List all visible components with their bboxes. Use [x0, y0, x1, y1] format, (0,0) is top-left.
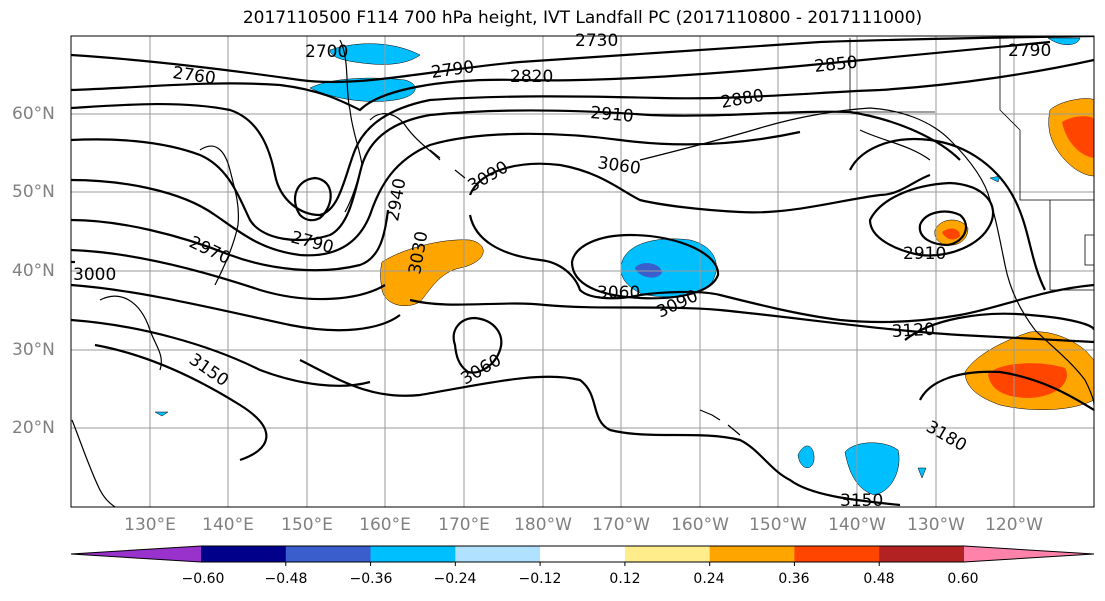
height-contours	[71, 36, 1094, 507]
political-borders	[849, 38, 1094, 291]
colorbar-segment	[370, 546, 456, 562]
lat-label: 50°N	[12, 182, 55, 202]
negative-anomaly-region	[1047, 37, 1081, 45]
contour-label: 2910	[903, 244, 946, 264]
colorbar-outline	[70, 545, 1095, 563]
negative-anomaly-region	[989, 175, 1001, 183]
negative-anomaly-region	[844, 442, 900, 496]
colorbar-segment	[879, 546, 965, 562]
contour-label: 2730	[575, 31, 618, 51]
colorbar-segment	[540, 546, 626, 562]
negative-anomaly-region	[154, 411, 169, 417]
colorbar-segment	[624, 546, 711, 562]
negative-anomaly-region	[635, 263, 662, 278]
lon-label: 130°E	[124, 515, 176, 535]
lon-label: 140°E	[202, 515, 254, 535]
colorbar-tick-label: −0.36	[349, 571, 393, 587]
negative-anomaly-region	[620, 238, 717, 297]
positive-anomaly-region	[942, 228, 960, 240]
lon-label: 150°E	[281, 515, 333, 535]
lon-label: 170°E	[438, 515, 490, 535]
lat-label: 40°N	[12, 261, 55, 281]
colorbar	[70, 545, 1095, 566]
contour-label: 2700	[305, 42, 348, 62]
colorbar-tick-label: 0.48	[863, 571, 895, 587]
colorbar-tick-label: 0.12	[609, 571, 641, 587]
contour-label: 3120	[891, 320, 935, 342]
colorbar-segment	[455, 546, 541, 562]
contour-label: 3060	[597, 283, 640, 303]
colorbar-extend-min	[71, 546, 201, 562]
colorbar-tick-label: 0.24	[693, 571, 725, 587]
negative-anomaly-region	[797, 445, 815, 468]
lat-label: 60°N	[12, 104, 55, 124]
negative-anomaly-region	[917, 467, 927, 479]
map-title: 2017110500 F114 700 hPa height, IVT Land…	[242, 8, 923, 28]
colorbar-tick-label: 0.60	[947, 571, 979, 587]
contour-label: 2970	[186, 232, 234, 268]
negative-anomaly-region	[309, 77, 416, 102]
contour-label: 2790	[1008, 41, 1051, 61]
lon-label: 140°W	[828, 515, 886, 535]
contour-label: 2850	[813, 53, 858, 77]
lat-label: 30°N	[12, 340, 55, 360]
plot-frame	[70, 35, 1095, 508]
contour-label: 2910	[590, 103, 635, 127]
contour-label: 2940	[383, 177, 410, 223]
colorbar-tick-label: −0.24	[433, 571, 477, 587]
lat-label: 20°N	[12, 418, 55, 438]
lon-label: 160°W	[671, 515, 729, 535]
colorbar-tick-label: −0.12	[518, 571, 562, 587]
colorbar-segment	[709, 546, 795, 562]
positive-anomaly-region	[988, 363, 1067, 398]
colorbar-segment	[794, 546, 880, 562]
ivt-shading	[154, 37, 1094, 496]
lon-label: 150°W	[749, 515, 807, 535]
contour-label: 3150	[840, 491, 883, 511]
positive-anomaly-region	[1062, 116, 1094, 158]
lon-label: 160°E	[359, 515, 411, 535]
contour-label: 2880	[719, 86, 765, 113]
contour-label: 2790	[430, 57, 476, 83]
lon-label: 130°W	[907, 515, 965, 535]
lon-label: 180°W	[514, 515, 572, 535]
contour-label: 3180	[923, 417, 970, 456]
lon-label: 120°W	[985, 515, 1043, 535]
lon-label: 170°W	[592, 515, 650, 535]
gridlines	[71, 36, 1094, 507]
negative-anomaly-region	[329, 43, 421, 65]
colorbar-tick-label: 0.36	[778, 571, 810, 587]
positive-anomaly-region	[380, 239, 484, 306]
contour-label: 3150	[185, 350, 232, 391]
colorbar-tick-label: −0.48	[264, 571, 308, 587]
contour-label: 3060	[596, 153, 642, 179]
colorbar-segment	[201, 546, 287, 562]
contour-label: 3090	[465, 157, 512, 196]
colorbar-extend-max	[964, 546, 1094, 562]
contour-label: 2820	[510, 67, 553, 87]
colorbar-tick-label: −0.60	[181, 571, 225, 587]
colorbar-segment	[285, 546, 372, 562]
contour-label: 3000	[73, 265, 116, 285]
